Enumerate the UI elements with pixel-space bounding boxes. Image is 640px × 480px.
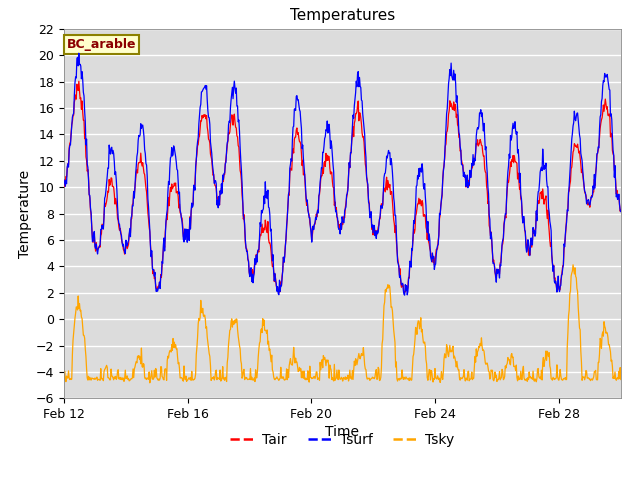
Title: Temperatures: Temperatures <box>290 9 395 24</box>
Legend: Tair, Tsurf, Tsky: Tair, Tsurf, Tsky <box>225 427 460 453</box>
Y-axis label: Temperature: Temperature <box>18 169 32 258</box>
X-axis label: Time: Time <box>325 425 360 439</box>
Text: BC_arable: BC_arable <box>67 38 136 51</box>
